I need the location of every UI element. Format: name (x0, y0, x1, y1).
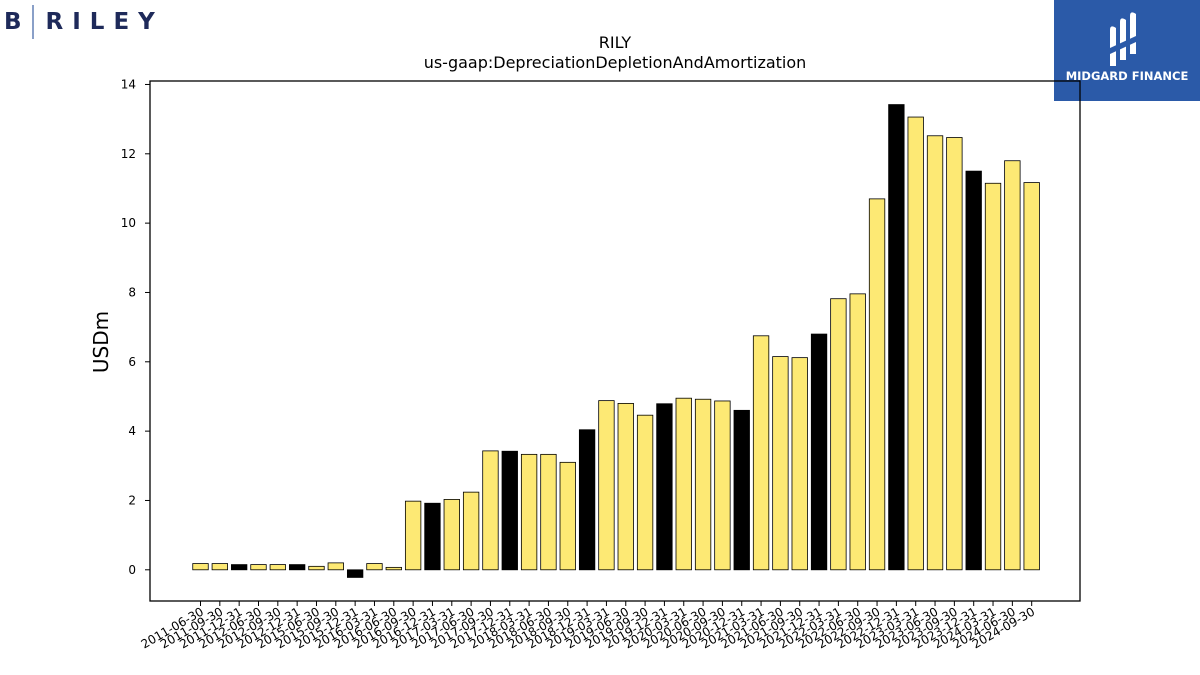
bar-2012-12-31 (288, 564, 306, 571)
chart-subtitle: us-gaap:DepreciationDepletionAndAmortiza… (424, 53, 807, 72)
bar-2016-06-30 (385, 566, 402, 571)
bar-2018-06-30 (540, 453, 557, 571)
bar-2022-06-30 (849, 293, 866, 571)
bar-2015-06-30 (308, 565, 325, 571)
bar-2015-09-30 (327, 562, 344, 571)
bar-2021-06-30 (772, 356, 789, 571)
bar-2023-09-30 (946, 137, 963, 571)
bar-2021-03-31 (752, 335, 770, 571)
bar-2021-09-30 (791, 357, 808, 571)
bar-2012-06-30 (250, 564, 267, 571)
bar-2017-06-30 (462, 491, 480, 571)
bar-2023-06-30 (926, 135, 944, 571)
bar-2022-12-31 (888, 104, 905, 571)
y-tick-label: 10 (121, 216, 136, 230)
logo-riley-text: RILEY (45, 9, 164, 35)
bars-group (192, 104, 1040, 578)
logo-b-letter: B (4, 9, 22, 35)
bar-2022-09-30 (868, 198, 886, 571)
y-tick-label: 14 (121, 77, 136, 91)
midgard-finance-logo: MIDGARD FINANCE (1054, 0, 1200, 101)
bar-2022-03-31 (830, 298, 847, 571)
bar-2017-12-31 (501, 450, 518, 571)
bar-2016-09-30 (404, 500, 422, 571)
bar-2015-12-31 (346, 569, 364, 578)
bar-2024-03-31 (984, 182, 1002, 571)
bar-2020-03-31 (675, 397, 692, 571)
chart-title: RILY (599, 33, 632, 52)
y-axis-label: USDm (89, 311, 113, 373)
bar-2024-09-30 (1023, 182, 1040, 571)
y-tick-label: 2 (128, 493, 136, 507)
logo-divider (31, 5, 34, 39)
x-axis: 2011-06-302011-09-302011-12-312012-06-30… (139, 601, 1037, 651)
bar-2020-12-31 (733, 409, 750, 571)
y-tick-label: 8 (128, 285, 136, 299)
bar-2020-06-30 (694, 398, 712, 571)
bar-2019-09-30 (636, 414, 654, 571)
bar-2012-09-30 (269, 564, 286, 571)
bar-2019-03-31 (598, 400, 615, 571)
y-tick-label: 12 (121, 147, 136, 161)
bar-2023-12-31 (965, 170, 982, 571)
bar-2011-09-30 (211, 563, 228, 571)
bar-2011-06-30 (192, 563, 209, 571)
plot-frame (149, 80, 1081, 602)
b-riley-logo: B RILEY (4, 4, 164, 40)
bar-2016-03-31 (366, 563, 383, 571)
bar-2016-12-31 (424, 502, 441, 571)
bar-2023-03-31 (907, 116, 924, 571)
bar-2021-12-31 (810, 333, 828, 571)
bar-2017-09-30 (482, 450, 499, 571)
y-axis: 0 2 4 6 8 10 12 14 (121, 77, 150, 577)
bar-2024-06-30 (1004, 160, 1021, 571)
bar-2019-12-31 (656, 403, 673, 571)
y-tick-label: 4 (128, 424, 136, 438)
midgard-logo-text: MIDGARD FINANCE (1065, 69, 1189, 83)
bar-2020-09-30 (714, 400, 731, 571)
y-tick-label: 0 (128, 563, 136, 577)
bar-2011-12-31 (231, 564, 248, 571)
y-tick-label: 6 (128, 355, 136, 369)
bar-2018-09-30 (559, 461, 576, 571)
bar-2018-12-31 (578, 429, 596, 571)
bar-2019-06-30 (617, 402, 634, 571)
midgard-logo-mark (1110, 12, 1136, 66)
bar-2017-03-31 (443, 499, 460, 571)
bar-2018-03-31 (520, 453, 538, 571)
